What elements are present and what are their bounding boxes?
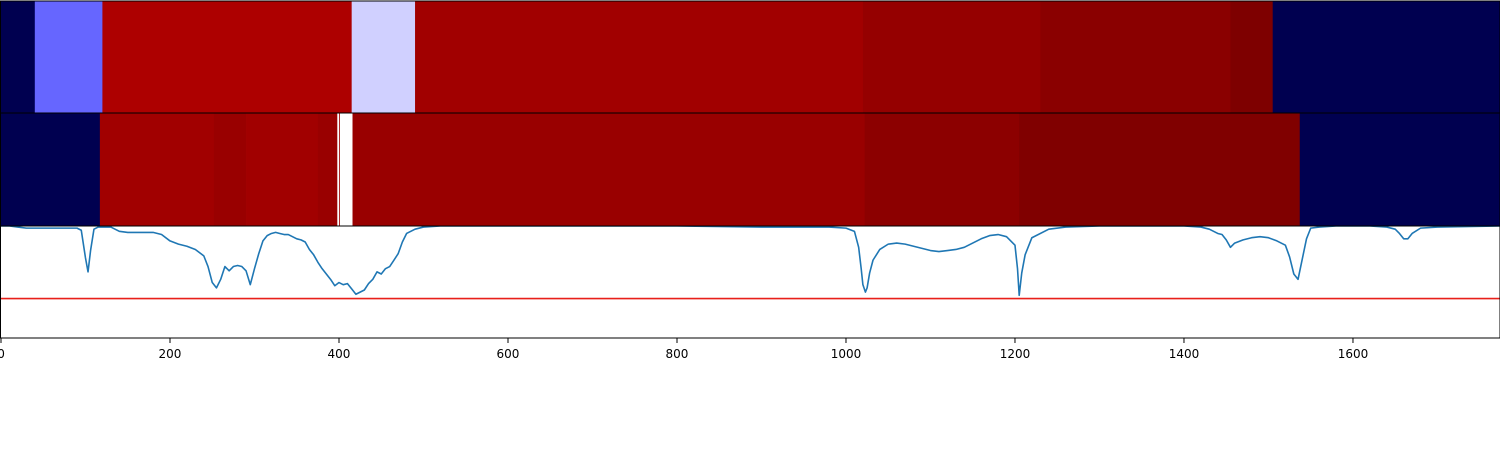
heatmap-bottom-segment-10 bbox=[1019, 113, 1301, 226]
line-plot-panel bbox=[1, 226, 1500, 300]
x-tick-label-1000: 1000 bbox=[831, 347, 862, 361]
heatmap-top-segment-7 bbox=[1230, 1, 1274, 113]
x-tick-label-1400: 1400 bbox=[1169, 347, 1200, 361]
heatmap-top-segment-0 bbox=[1, 1, 36, 113]
heatmap-top-panel bbox=[1, 1, 1500, 113]
x-tick-label-600: 600 bbox=[497, 347, 520, 361]
heatmap-bottom-segment-1 bbox=[99, 113, 215, 226]
signal-line bbox=[1, 226, 1500, 297]
heatmap-top-segment-8 bbox=[1272, 1, 1500, 113]
heatmap-top-segment-2 bbox=[102, 1, 353, 113]
line-plot-frame bbox=[0, 225, 1500, 339]
heatmap-bottom-segment-7 bbox=[339, 113, 353, 226]
x-tick-label-0: 0 bbox=[0, 347, 5, 361]
heatmap-bottom-segment-3 bbox=[246, 113, 319, 226]
heatmap-top-segment-3 bbox=[351, 1, 416, 113]
x-tick-label-200: 200 bbox=[159, 347, 182, 361]
heatmap-bottom-segment-2 bbox=[213, 113, 247, 226]
x-tick-label-800: 800 bbox=[666, 347, 689, 361]
heatmap-bottom-segment-8 bbox=[352, 113, 865, 226]
heatmap-bottom-segment-0 bbox=[1, 113, 101, 226]
x-axis: 0 200 400 600 800 1000 1200 1400 1600 bbox=[0, 338, 1368, 361]
x-tick-label-400: 400 bbox=[328, 347, 351, 361]
heatmap-bottom-segment-9 bbox=[864, 113, 1020, 226]
heatmap-bottom-segment-6 bbox=[338, 113, 341, 226]
heatmap-bottom-segment-11 bbox=[1299, 113, 1500, 226]
heatmap-bottom-segment-4 bbox=[317, 113, 338, 226]
heatmap-top-segment-5 bbox=[862, 1, 1041, 113]
x-tick-label-1600: 1600 bbox=[1338, 347, 1369, 361]
heatmap-top-segment-1 bbox=[34, 1, 103, 113]
heatmap-top-segment-6 bbox=[1040, 1, 1231, 113]
heatmap-top-segment-4 bbox=[415, 1, 864, 113]
heatmap-bottom-panel bbox=[1, 113, 1500, 226]
x-tick-label-1200: 1200 bbox=[1000, 347, 1031, 361]
heatmap-bottom-segment-5 bbox=[337, 113, 340, 226]
